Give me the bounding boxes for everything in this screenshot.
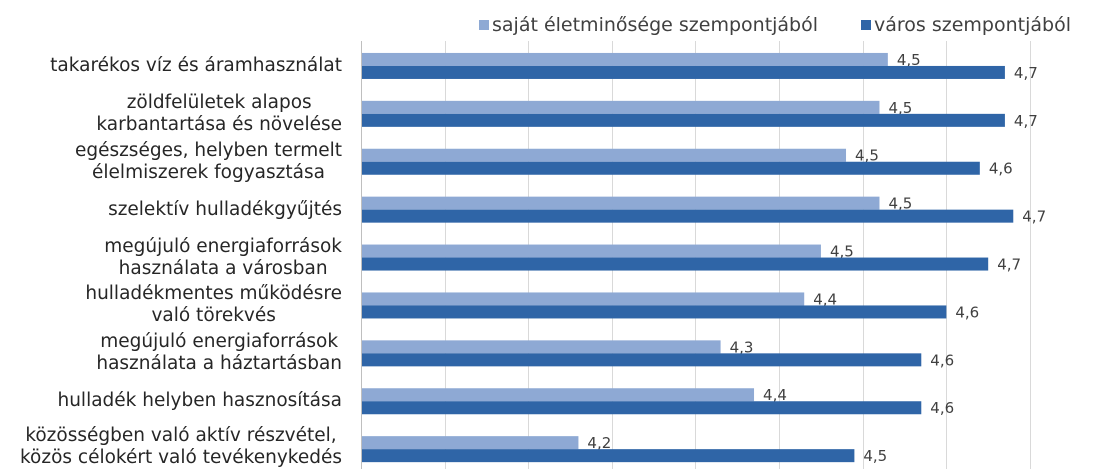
- bar-series2-category8: [361, 401, 922, 415]
- data-label-series1-category4: 4,5: [888, 195, 912, 213]
- data-label-series2-category4: 4,7: [1022, 208, 1046, 226]
- category-label-row: megújuló energiaforrások használata a vá…: [0, 236, 342, 280]
- bar-series2-category4: [361, 209, 1014, 223]
- legend-label-series1: saját életminősége szempontjából: [492, 14, 819, 36]
- bar-series1-category6: [361, 292, 805, 306]
- category-label-2: zöldfelületek alapos karbantartása és nö…: [96, 91, 342, 135]
- category-label-5: megújuló energiaforrások használata a vá…: [104, 235, 342, 279]
- category-label-row: közösségben való aktív részvétel, közös …: [0, 425, 342, 469]
- data-label-series1-category6: 4,4: [813, 290, 837, 308]
- data-label-series2-category3: 4,6: [989, 160, 1013, 178]
- data-label-series1-category3: 4,5: [855, 147, 879, 165]
- bar-series1-category8: [361, 388, 755, 402]
- category-label-row: hulladékmentes működésre való törekvés: [0, 283, 342, 327]
- legend-item-series2: város szempontjából: [861, 13, 1071, 37]
- legend-label-series2: város szempontjából: [874, 14, 1071, 36]
- bar-series1-category5: [361, 244, 821, 258]
- bar-series2-category6: [361, 305, 947, 319]
- bar-series2-category7: [361, 353, 922, 367]
- data-label-series2-category8: 4,6: [930, 399, 954, 417]
- data-label-series2-category6: 4,6: [955, 303, 979, 321]
- category-label-3: egészséges, helyben termelt élelmiszerek…: [74, 139, 342, 183]
- data-label-series1-category8: 4,4: [763, 386, 787, 404]
- legend-swatch-series1: [479, 20, 489, 30]
- data-label-series2-category5: 4,7: [997, 255, 1021, 273]
- bar-series1-category2: [361, 100, 880, 114]
- bar-series2-category1: [361, 65, 1005, 79]
- bar-series2-category9: [361, 449, 855, 463]
- category-label-row: egészséges, helyben termelt élelmiszerek…: [0, 140, 342, 184]
- category-label-row: megújuló energiaforrások használata a há…: [0, 331, 342, 375]
- data-label-series2-category1: 4,7: [1014, 64, 1038, 82]
- bar-series1-category9: [361, 436, 579, 450]
- category-label-4: szelektív hulladékgyűjtés: [108, 198, 342, 220]
- category-label-row: szelektív hulladékgyűjtés: [0, 199, 342, 221]
- legend-item-series1: saját életminősége szempontjából: [479, 13, 818, 37]
- data-label-series1-category2: 4,5: [888, 99, 912, 117]
- category-label-row: hulladék helyben hasznosítása: [0, 390, 342, 412]
- bar-series1-category1: [361, 52, 888, 66]
- bar-series2-category2: [361, 113, 1005, 127]
- data-label-series2-category2: 4,7: [1014, 112, 1038, 130]
- bar-series1-category3: [361, 148, 847, 162]
- category-label-7: megújuló energiaforrások használata a há…: [96, 331, 342, 375]
- bar-series1-category7: [361, 340, 721, 354]
- bar-series2-category3: [361, 161, 980, 175]
- data-label-series1-category1: 4,5: [897, 51, 921, 69]
- data-label-series1-category7: 4,3: [730, 338, 754, 356]
- data-label-series1-category5: 4,5: [830, 242, 854, 260]
- data-label-series1-category9: 4,2: [587, 434, 611, 452]
- category-label-row: takarékos víz és áramhasználat: [0, 55, 342, 77]
- category-label-9: közösségben való aktív részvétel, közös …: [19, 425, 342, 468]
- data-label-series2-category9: 4,5: [863, 447, 887, 465]
- category-label-6: hulladékmentes működésre való törekvés: [85, 283, 342, 327]
- data-label-series2-category7: 4,6: [930, 351, 954, 369]
- category-label-8: hulladék helyben hasznosítása: [57, 390, 342, 412]
- category-label-1: takarékos víz és áramhasználat: [50, 54, 342, 76]
- bar-series2-category5: [361, 257, 989, 271]
- bar-series1-category4: [361, 196, 880, 210]
- legend-swatch-series2: [861, 20, 871, 30]
- category-label-row: zöldfelületek alapos karbantartása és nö…: [0, 92, 342, 136]
